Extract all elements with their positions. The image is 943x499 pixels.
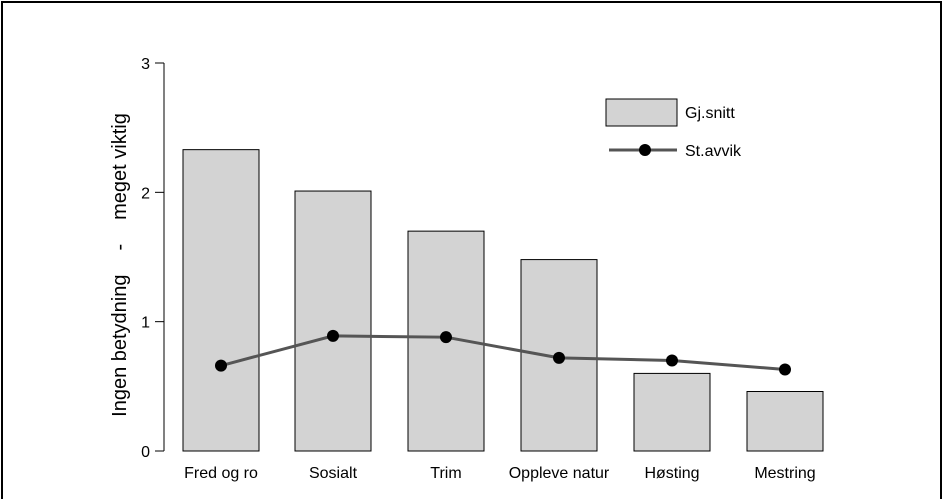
y-tick-label: 3 xyxy=(141,56,150,73)
category-labels: Fred og ro Sosialt Trim Oppleve natur Høstin… xyxy=(184,465,816,482)
bar xyxy=(746,391,824,452)
legend-line-marker xyxy=(639,144,651,156)
st-avvik-point xyxy=(215,359,227,372)
bars xyxy=(182,149,824,452)
category-label: Høsting xyxy=(644,465,699,482)
y-tick-label: 0 xyxy=(141,444,150,461)
legend-line-label: St.avvik xyxy=(685,143,742,160)
st-avvik-point xyxy=(666,354,678,367)
bar xyxy=(294,190,372,452)
category-label: Oppleve natur xyxy=(509,465,610,482)
y-axis-title-right: meget viktig xyxy=(109,113,131,220)
y-ticks: 0 1 2 3 xyxy=(141,56,164,461)
y-axis-title-separator: - xyxy=(109,244,131,251)
legend-bar-swatch xyxy=(605,98,678,127)
y-tick-label: 1 xyxy=(141,315,150,332)
bar xyxy=(633,372,711,452)
category-label: Mestring xyxy=(754,465,815,482)
y-axis-title-left: Ingen betydning xyxy=(109,275,131,417)
legend: Gj.snitt St.avvik xyxy=(605,98,742,160)
category-label: Sosialt xyxy=(309,465,358,482)
st-avvik-point xyxy=(779,363,791,376)
st-avvik-point xyxy=(440,331,452,344)
legend-bar-label: Gj.snitt xyxy=(685,105,735,122)
st-avvik-line xyxy=(220,334,786,372)
st-avvik-point xyxy=(553,351,565,364)
y-tick-label: 2 xyxy=(141,185,150,202)
category-label: Fred og ro xyxy=(184,465,258,482)
bar xyxy=(182,149,260,452)
category-label: Trim xyxy=(430,465,461,482)
y-axis-title: Ingen betydning - meget viktig xyxy=(109,113,131,417)
st-avvik-point xyxy=(327,329,339,342)
line-series xyxy=(215,329,791,376)
